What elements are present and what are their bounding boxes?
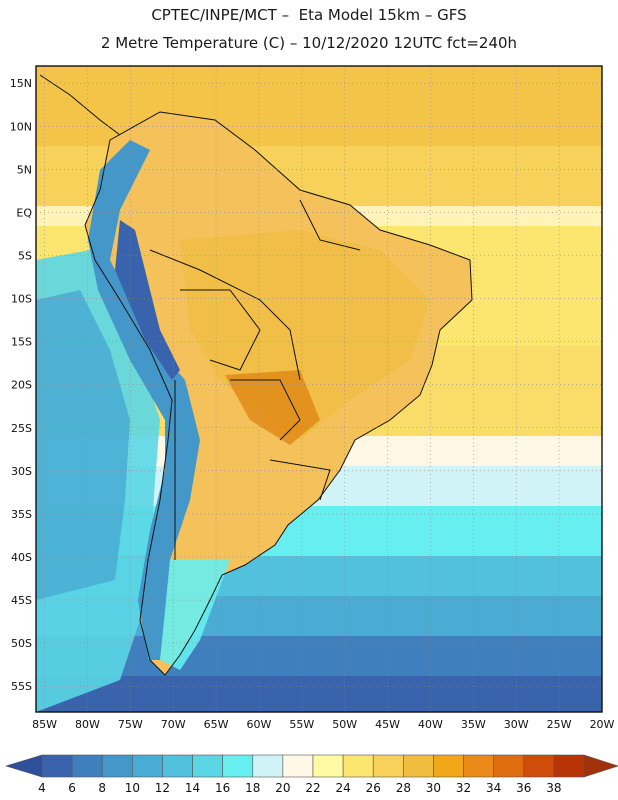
lon-tick-label: 35W: [461, 718, 486, 731]
lon-tick-label: 30W: [504, 718, 529, 731]
lon-tick-label: 40W: [418, 718, 443, 731]
lat-tick-label: 15S: [11, 336, 32, 349]
lat-tick-label: 15N: [10, 77, 32, 90]
lat-tick-label: 45S: [11, 594, 32, 607]
lat-tick-label: EQ: [16, 206, 32, 219]
coastlines: [39, 74, 473, 676]
lon-tick-label: 65W: [204, 718, 229, 731]
map-title-line2: 2 Metre Temperature (C) – 10/12/2020 12U…: [100, 34, 518, 52]
lat-tick-label: 35S: [11, 508, 32, 521]
lat-tick-label: 10N: [10, 120, 32, 133]
lon-tick-label: 25W: [547, 718, 572, 731]
lat-tick-label: 40S: [11, 551, 32, 564]
lon-tick-label: 60W: [247, 718, 272, 731]
lat-tick-label: 10S: [11, 293, 32, 306]
lat-tick-label: 5S: [18, 249, 32, 262]
lat-tick-label: 50S: [11, 637, 32, 650]
temperature-field: [36, 66, 602, 712]
lon-tick-label: 20W: [590, 718, 615, 731]
map-title-line1: CPTEC/INPE/MCT – Eta Model 15km – GFS: [151, 6, 467, 24]
lon-tick-label: 55W: [289, 718, 314, 731]
lat-tick-label: 20S: [11, 379, 32, 392]
lat-tick-label: 5N: [17, 163, 32, 176]
lon-tick-label: 70W: [161, 718, 186, 731]
lon-tick-label: 45W: [375, 718, 400, 731]
lon-tick-label: 80W: [75, 718, 100, 731]
longitude-labels: 85W 80W 75W 70W 65W 60W 55W 50W 45W 40W 35W 30W 25W 2…: [32, 718, 614, 731]
lat-tick-label: 25S: [11, 422, 32, 435]
lon-tick-label: 75W: [118, 718, 143, 731]
lon-tick-label: 85W: [32, 718, 57, 731]
lat-tick-label: 55S: [11, 680, 32, 693]
latitude-labels: 15N 10N 5N EQ 5S 10S 15S 20S 25S 30S 35S 40S 45S 50S 5…: [10, 77, 33, 693]
lat-tick-label: 30S: [11, 465, 32, 478]
lon-tick-label: 50W: [332, 718, 357, 731]
map-frame: [35, 65, 603, 713]
